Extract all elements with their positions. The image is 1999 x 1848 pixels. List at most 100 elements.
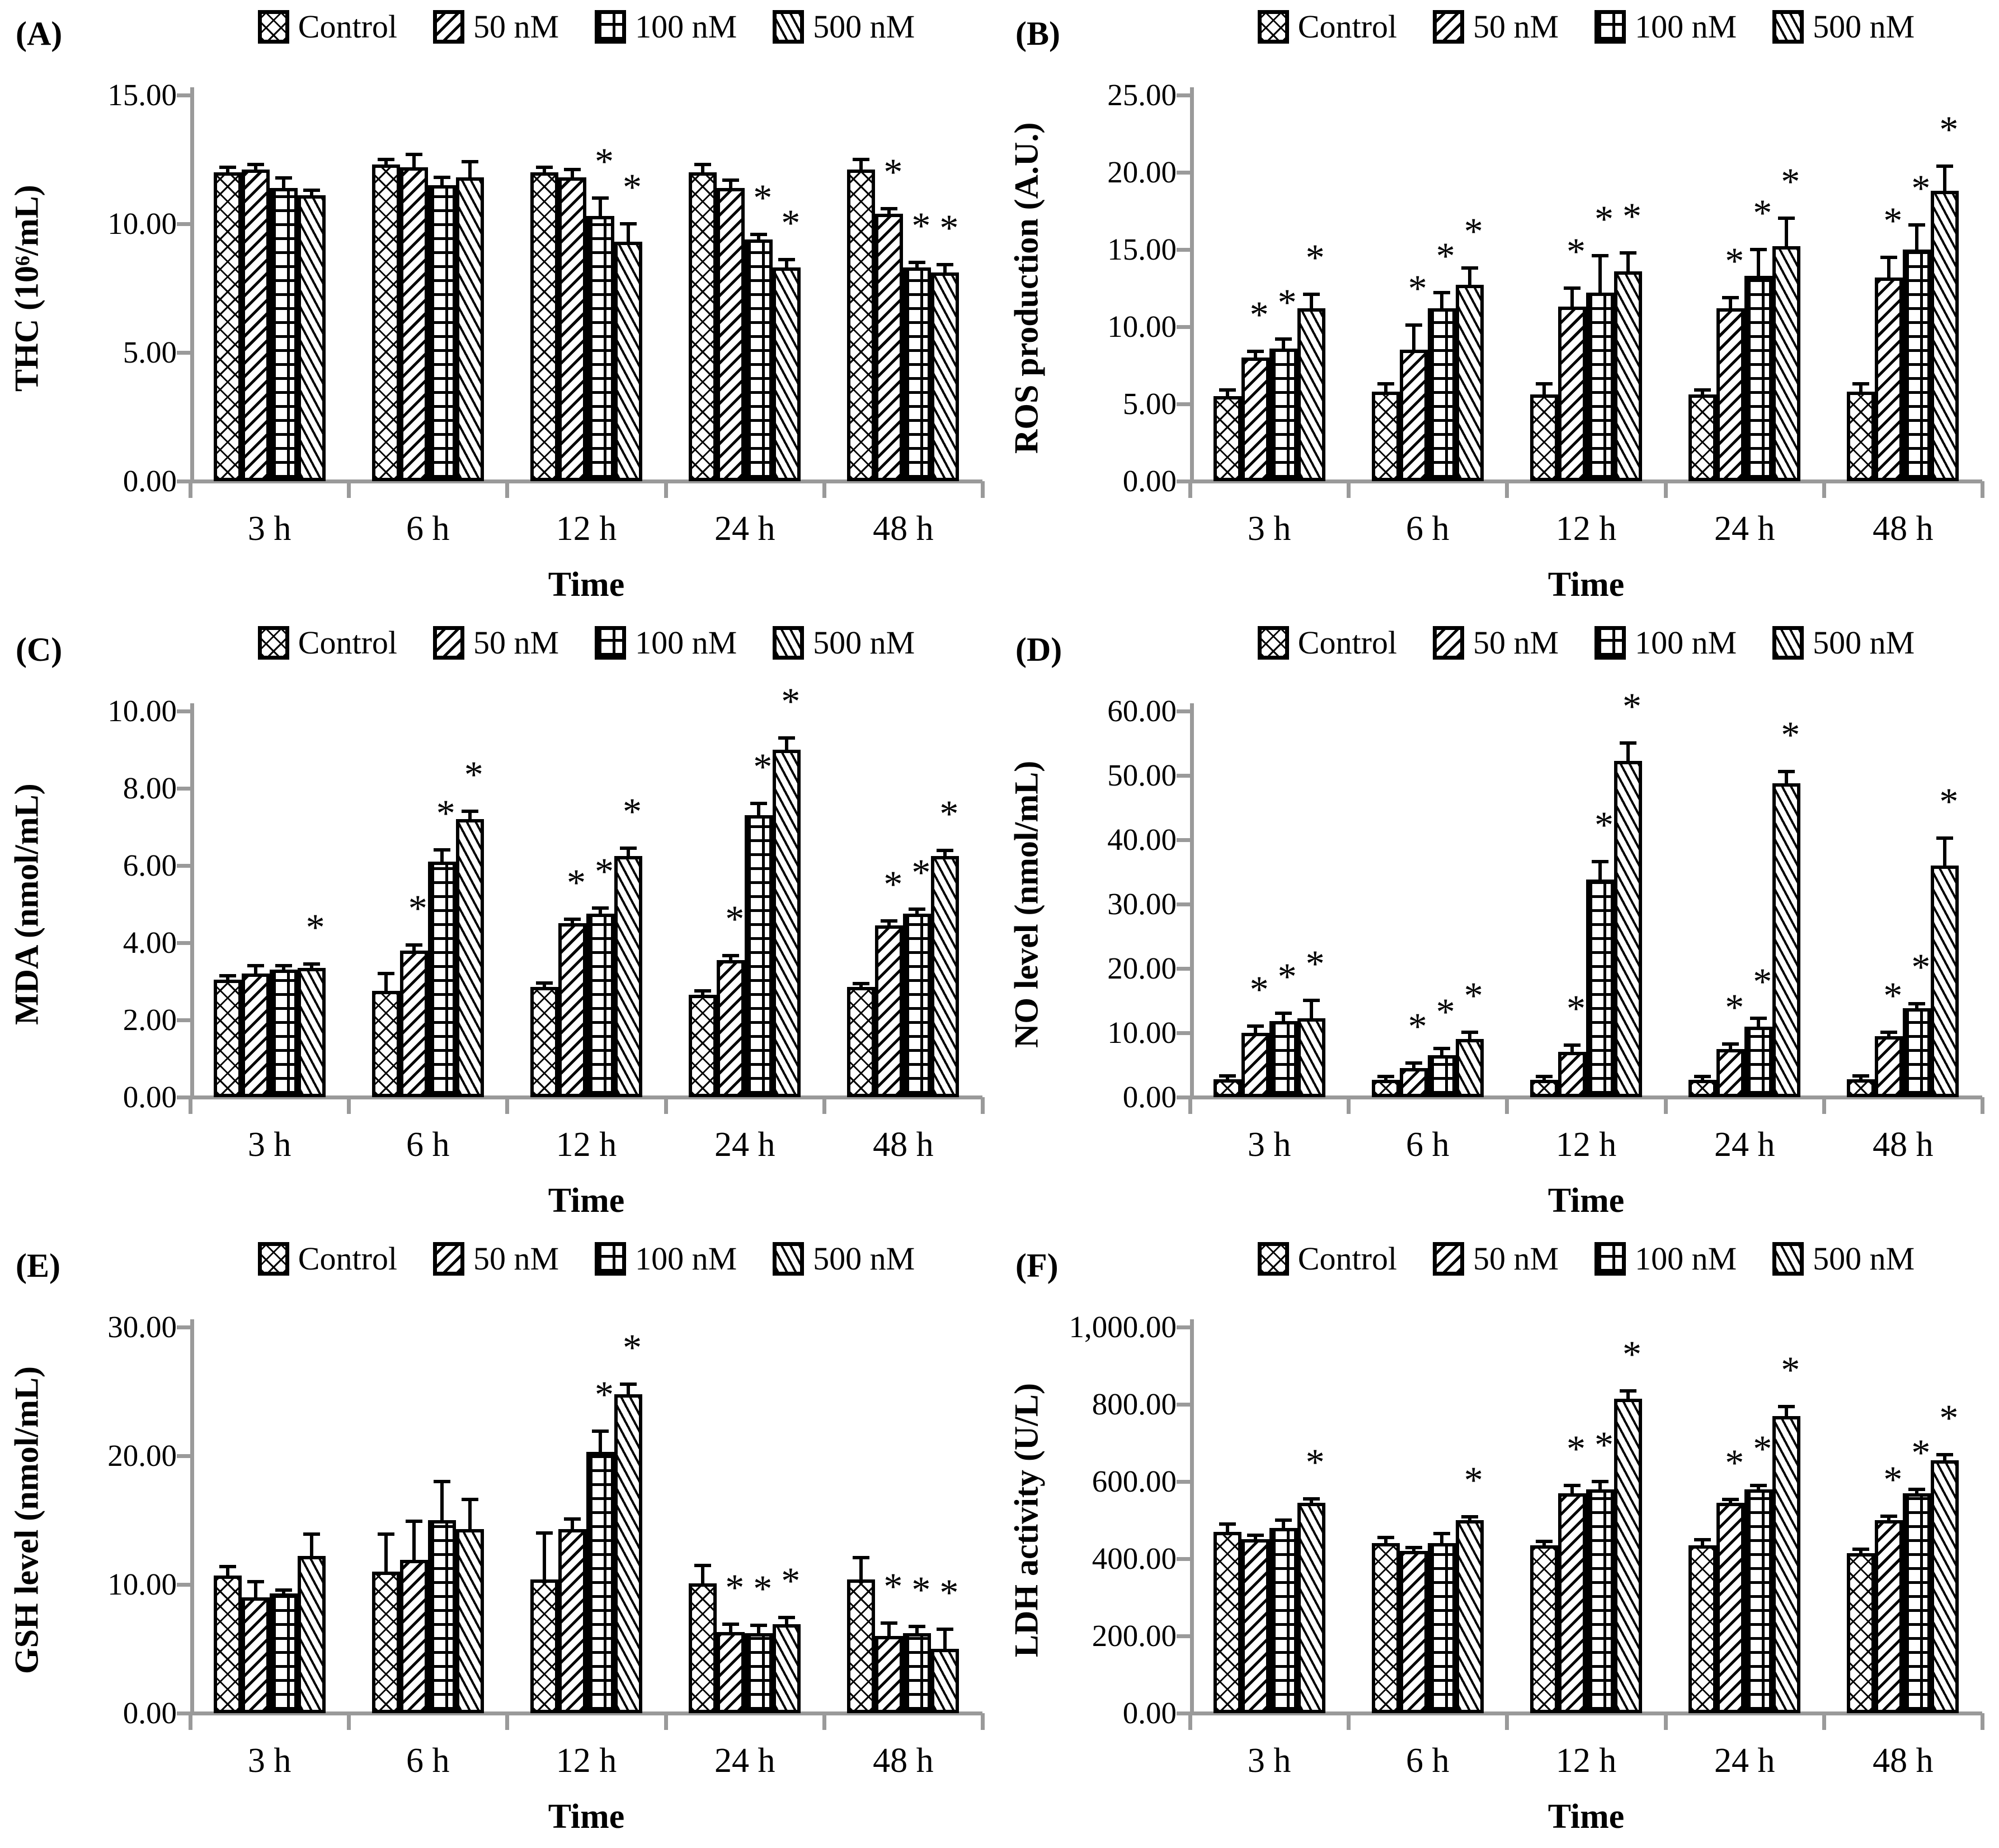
chart-panel-C: (C) Control 50 nM 100 nM 500 nM MDA (nmol/mL)… — [0, 616, 999, 1232]
significance-asterisk: * — [1753, 1427, 1772, 1470]
error-bar-stem — [384, 974, 388, 991]
y-axis-title-F: LDH activity (U/L) — [1008, 1383, 1045, 1657]
bar-D-12h-control — [1530, 1080, 1558, 1097]
bar-B-6h-control — [1371, 392, 1400, 481]
bar-E-24h-500-nm — [773, 1624, 801, 1713]
legend-swatch-icon — [773, 10, 805, 44]
bar-F-3h-control — [1213, 1532, 1241, 1713]
error-bar-cap — [937, 1628, 954, 1631]
bar-C-24h-control — [689, 995, 717, 1097]
panel-label-C: (C) — [16, 631, 63, 668]
error-bar-cap — [219, 1565, 236, 1568]
error-bar-cap — [1592, 860, 1608, 863]
error-bar-stem — [1440, 1048, 1443, 1055]
bar-C-48h-50-nm — [875, 925, 904, 1097]
error-bar-cap — [1592, 254, 1608, 257]
error-bar-stem — [729, 956, 733, 960]
error-bar-cap — [536, 1531, 553, 1535]
y-tick-label: 5.00 — [123, 335, 177, 369]
significance-asterisk: * — [1305, 236, 1325, 279]
x-category-label-12h: 12 h — [556, 1126, 617, 1164]
error-bar-cap — [219, 166, 236, 169]
legend: Control 50 nM 100 nM 500 nM — [190, 624, 982, 661]
x-axis-line — [1190, 1711, 1982, 1715]
y-tick-label: 15.00 — [1107, 232, 1177, 266]
significance-asterisk: * — [1277, 281, 1297, 323]
y-tick-label: 400.00 — [1092, 1541, 1177, 1576]
error-bar-cap — [937, 849, 954, 852]
y-tick-mark — [177, 93, 190, 97]
bar-B-12h-control — [1530, 394, 1558, 481]
x-tick-mark — [347, 1097, 351, 1114]
bar-F-6h-100-nm — [1427, 1543, 1456, 1713]
y-axis-line — [1190, 1319, 1194, 1713]
legend-item-100-nm: 100 nM — [1595, 8, 1737, 45]
legend-swatch-icon — [1433, 1242, 1464, 1276]
error-bar-cap — [1405, 323, 1422, 327]
error-bar-stem — [1570, 1485, 1574, 1493]
bar-A-12h-500-nm — [614, 242, 642, 481]
bar-C-12h-control — [530, 987, 558, 1097]
bar-C-24h-500-nm — [773, 750, 801, 1097]
error-bar-stem — [1757, 1485, 1761, 1489]
significance-asterisk: * — [1753, 960, 1772, 1003]
legend: Control 50 nM 100 nM 500 nM — [1190, 624, 1982, 661]
bar-F-3h-100-nm — [1269, 1528, 1297, 1713]
error-bar-stem — [887, 1623, 891, 1636]
error-bar-stem — [1943, 166, 1947, 191]
error-bar-cap — [620, 1383, 637, 1386]
bar-F-24h-control — [1688, 1545, 1717, 1713]
error-bar-cap — [1219, 388, 1236, 392]
x-tick-mark — [664, 1713, 668, 1730]
x-tick-mark — [664, 1097, 668, 1114]
bar-E-6h-100-nm — [427, 1520, 456, 1713]
x-category-label-12h: 12 h — [1555, 510, 1617, 548]
error-bar-cap — [247, 1580, 264, 1583]
error-bar-stem — [225, 976, 229, 980]
error-bar-cap — [778, 258, 796, 261]
bar-A-12h-control — [530, 172, 558, 481]
error-bar-cap — [909, 907, 926, 911]
y-tick-mark — [1177, 325, 1190, 329]
error-bar-stem — [1859, 1549, 1863, 1553]
significance-asterisk: * — [1249, 293, 1269, 336]
error-bar-stem — [1598, 256, 1602, 293]
legend-item-control: Control — [1257, 8, 1397, 45]
error-bar-cap — [1694, 1075, 1711, 1078]
error-bar-stem — [571, 919, 574, 923]
error-bar-stem — [253, 966, 257, 974]
legend-label: 50 nM — [473, 624, 559, 661]
legend-label: 100 nM — [1635, 8, 1737, 45]
significance-asterisk: * — [1567, 987, 1586, 1029]
significance-asterisk: * — [595, 850, 614, 892]
error-bar-cap — [694, 163, 712, 166]
y-tick-label: 40.00 — [1107, 822, 1177, 857]
error-bar-cap — [881, 1621, 898, 1625]
error-bar-cap — [275, 964, 292, 967]
legend-swatch-icon — [1257, 10, 1289, 44]
error-bar-cap — [1908, 1002, 1926, 1005]
x-tick-mark — [189, 1713, 192, 1730]
error-bar-cap — [778, 1616, 796, 1619]
error-bar-stem — [440, 177, 444, 185]
bar-E-48h-500-nm — [931, 1649, 959, 1713]
error-bar-cap — [1433, 1047, 1450, 1050]
error-bar-stem — [1729, 1044, 1733, 1049]
bar-A-48h-control — [847, 170, 876, 481]
legend-label: 100 nM — [635, 624, 737, 661]
significance-asterisk: * — [753, 1567, 773, 1610]
error-bar-cap — [1722, 296, 1739, 299]
bar-B-24h-100-nm — [1744, 276, 1773, 481]
significance-asterisk: * — [1781, 713, 1800, 756]
y-tick-mark — [1177, 709, 1190, 713]
bar-E-48h-50-nm — [875, 1636, 904, 1713]
error-bar-cap — [1880, 256, 1898, 259]
significance-asterisk: * — [1305, 1441, 1325, 1483]
error-bar-stem — [701, 991, 705, 995]
bar-F-24h-50-nm — [1716, 1503, 1745, 1713]
bar-E-12h-50-nm — [558, 1529, 586, 1713]
significance-asterisk: * — [408, 887, 427, 929]
legend-item-50-nm: 50 nM — [1433, 1240, 1559, 1277]
legend-item-50-nm: 50 nM — [1433, 8, 1559, 45]
